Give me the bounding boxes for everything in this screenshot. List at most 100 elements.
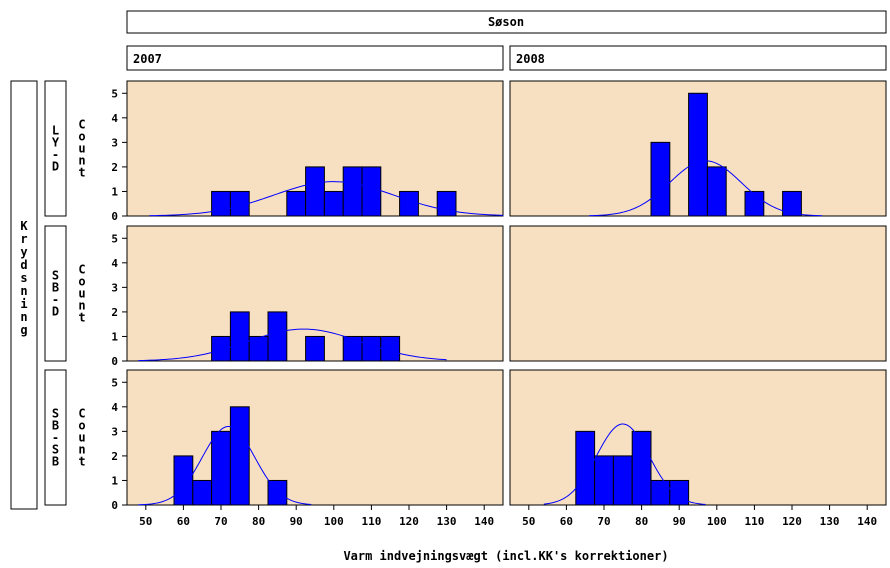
histogram-bar	[323, 190, 344, 217]
column-group-header-box	[126, 10, 887, 34]
normal-curve	[543, 423, 706, 505]
row-group-header-letter: d	[20, 258, 27, 272]
x-tick-label: 70	[214, 515, 227, 528]
row-header-letter: S	[52, 443, 59, 457]
histogram-bar	[192, 479, 213, 506]
column-group-header: Søson	[488, 15, 524, 29]
column-header-box-2007	[126, 45, 504, 71]
y-axis-title-letter: u	[78, 142, 85, 156]
y-tick-label: 4	[111, 112, 118, 125]
column-header-2007: 2007	[133, 52, 162, 66]
y-axis-title-letter: n	[78, 154, 85, 168]
row-header-letter: -	[52, 293, 59, 307]
x-tick-label: 140	[857, 515, 877, 528]
y-axis-title-letter: u	[78, 431, 85, 445]
column-header-box-2008	[509, 45, 887, 71]
x-axes: 50 60 70 80 90 100 110 120 130 140 50 60 70 80 90 100 11…	[139, 505, 877, 528]
histogram-bar	[267, 479, 288, 506]
histogram-bar	[305, 166, 325, 217]
x-tick-label: 80	[252, 515, 265, 528]
row-group-header-letter: r	[20, 232, 27, 246]
y-axis-title-letter: u	[78, 287, 85, 301]
histogram-bar	[380, 335, 401, 362]
y-axis-title-letter: C	[78, 263, 85, 277]
histogram-bar	[211, 430, 231, 506]
y-tick-label: 1	[111, 330, 118, 343]
row-group-header-letter: s	[20, 271, 27, 285]
panel-SB-SB-2008	[509, 369, 887, 506]
x-tick-label: 50	[139, 515, 152, 528]
row-header-letter: D	[52, 160, 59, 174]
y-tick-label: 1	[111, 185, 118, 198]
row-header-letter: -	[52, 148, 59, 162]
histogram-bar	[612, 455, 633, 506]
y-tick-label: 3	[111, 425, 118, 438]
histogram-bar	[361, 166, 382, 217]
row-header-letter: S	[52, 407, 59, 421]
x-tick-label: 120	[782, 515, 802, 528]
panel-LY-D-2008	[509, 80, 887, 217]
panel-SB-D-2008	[509, 225, 887, 362]
histogram-bar	[173, 455, 194, 506]
normal-curve	[138, 328, 447, 362]
row-header-letter: B	[52, 455, 59, 469]
y-axes: 0 1 2 3 4 5 0 1 2 3 4 5 0 1 2 3 4 5	[111, 81, 128, 512]
y-tick-label: 2	[111, 306, 118, 319]
y-axis-title-letter: t	[78, 311, 85, 325]
histogram-bar	[305, 335, 325, 362]
y-tick-label: 5	[111, 376, 118, 389]
histogram-bar	[575, 430, 596, 506]
row-group-header-box	[10, 80, 38, 510]
panel-SB-D-2007	[126, 225, 504, 362]
x-tick-label: 130	[437, 515, 457, 528]
x-tick-label: 60	[177, 515, 190, 528]
row-header-letter: L	[52, 124, 59, 138]
histogram-bar	[211, 190, 231, 217]
x-tick-label: 110	[744, 515, 764, 528]
y-axis-title-letter: C	[78, 118, 85, 132]
x-tick-label: 110	[361, 515, 381, 528]
y-axis-title-letter: C	[78, 407, 85, 421]
y-tick-label: 2	[111, 450, 118, 463]
x-tick-label: 50	[522, 515, 535, 528]
y-axis-title-letter: n	[78, 299, 85, 313]
row-group-header-letter: i	[20, 297, 27, 311]
y-tick-label: 3	[111, 281, 118, 294]
row-header-letter: S	[52, 269, 59, 283]
histogram-bar	[782, 190, 802, 217]
y-tick-label: 4	[111, 257, 118, 270]
histogram-bar	[399, 190, 419, 217]
x-tick-label: 90	[290, 515, 303, 528]
histogram-bar	[211, 335, 231, 362]
histogram-bar	[688, 92, 708, 217]
x-tick-label: 100	[324, 515, 344, 528]
y-tick-label: 0	[111, 210, 118, 223]
histogram-bar	[229, 406, 250, 506]
y-axis-title-letter: t	[78, 455, 85, 469]
y-axis-title-letter: n	[78, 443, 85, 457]
histogram-bar	[650, 479, 671, 506]
y-tick-label: 4	[111, 401, 118, 414]
histogram-bar	[594, 455, 614, 506]
x-tick-label: 60	[560, 515, 573, 528]
y-axis-title-letter: t	[78, 166, 85, 180]
y-tick-label: 5	[111, 87, 118, 100]
histogram-bar	[267, 311, 288, 362]
y-axis-title-letter: o	[78, 130, 85, 144]
row-header-letter: -	[52, 431, 59, 445]
histogram-bar	[650, 141, 671, 217]
panels	[126, 80, 887, 506]
y-tick-label: 5	[111, 232, 118, 245]
row-header-letter: D	[52, 305, 59, 319]
row-header-box	[44, 80, 67, 217]
row-group-header-letter: g	[20, 323, 27, 337]
histogram-bar	[286, 190, 307, 217]
histogram-bar	[342, 335, 363, 362]
panel-background	[509, 225, 887, 362]
row-header-box	[44, 225, 67, 362]
row-group-header-letter: n	[20, 284, 27, 298]
normal-curve	[588, 160, 823, 217]
x-tick-label: 130	[820, 515, 840, 528]
